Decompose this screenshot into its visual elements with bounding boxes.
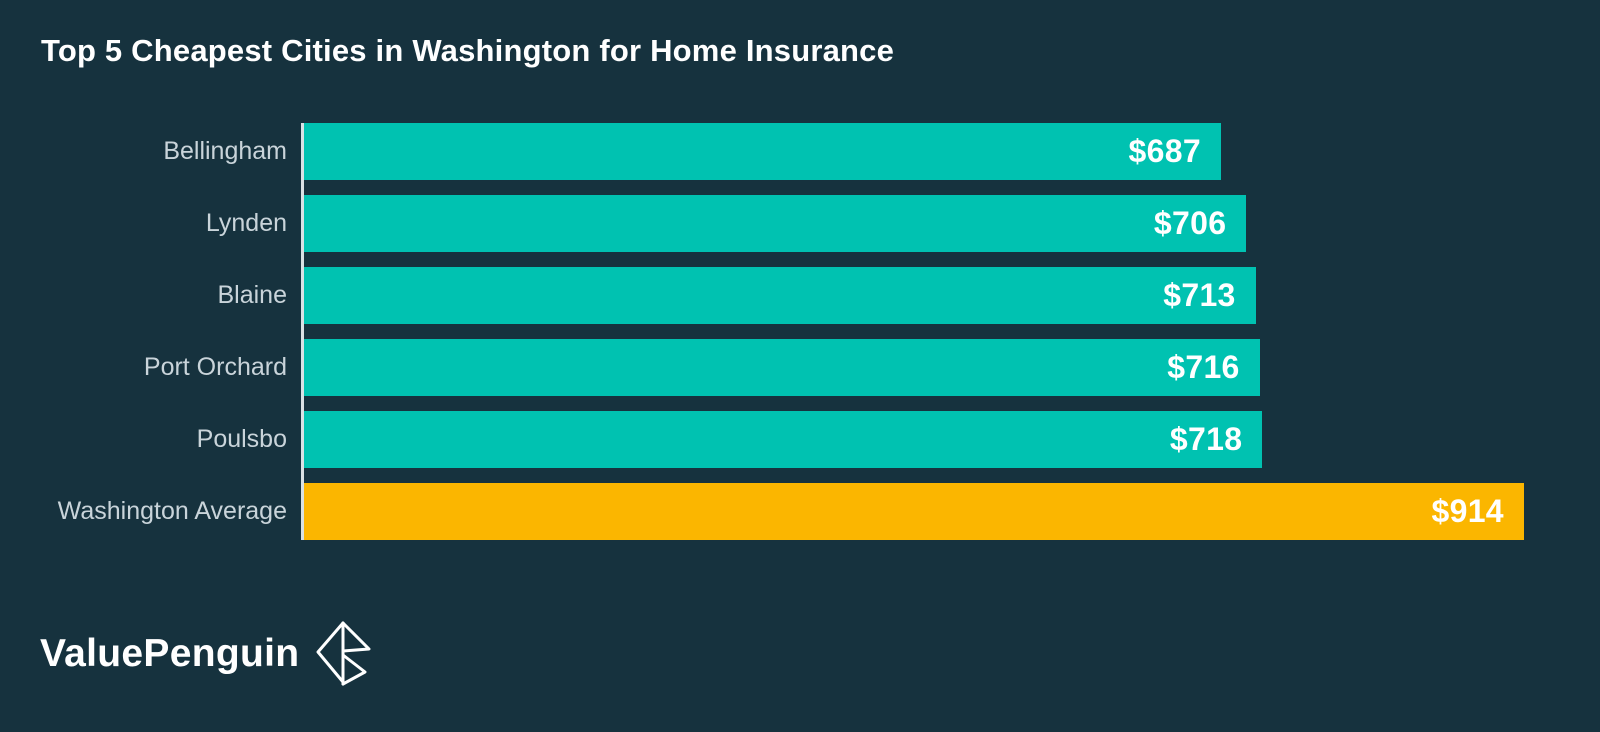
bar-row: Bellingham $687 [0, 123, 1600, 180]
bar-row: Port Orchard $716 [0, 339, 1600, 396]
bar-track: $713 [304, 267, 1600, 324]
bar-track: $718 [304, 411, 1600, 468]
bar-row: Poulsbo $718 [0, 411, 1600, 468]
category-label: Lynden [205, 209, 287, 237]
category-label: Bellingham [163, 137, 287, 165]
category-label: Blaine [217, 281, 288, 309]
bar: $914 [304, 483, 1524, 540]
bar: $718 [304, 411, 1263, 468]
bar-rows: Bellingham $687 Lynden $706 Blaine $713 [0, 123, 1600, 540]
value-label: $718 [1169, 421, 1243, 457]
brand-name: ValuePenguin [40, 632, 300, 675]
brand-footer: ValuePenguin [40, 616, 383, 692]
bar-track: $914 [304, 483, 1600, 540]
bar-chart: Bellingham $687 Lynden $706 Blaine $713 [0, 123, 1600, 540]
category-label: Port Orchard [143, 353, 287, 381]
bar-row: Lynden $706 [0, 195, 1600, 252]
value-label: $687 [1128, 133, 1201, 169]
y-axis-line [301, 123, 304, 540]
bar-track: $716 [304, 339, 1600, 396]
chart-title: Top 5 Cheapest Cities in Washington for … [41, 33, 895, 68]
value-label: $713 [1163, 277, 1236, 313]
valuepenguin-origami-penguin-icon [316, 621, 371, 686]
bar: $716 [304, 339, 1260, 396]
bar-row: Washington Average $914 [0, 483, 1600, 540]
value-label: $716 [1167, 349, 1240, 385]
bar-track: $706 [304, 195, 1600, 252]
category-label: Poulsbo [196, 425, 287, 453]
bar: $687 [304, 123, 1221, 180]
value-label: $914 [1431, 493, 1504, 529]
bar-row: Blaine $713 [0, 267, 1600, 324]
bar: $713 [304, 267, 1256, 324]
bar-track: $687 [304, 123, 1600, 180]
bar: $706 [304, 195, 1247, 252]
value-label: $706 [1153, 205, 1227, 241]
category-label: Washington Average [57, 497, 287, 525]
